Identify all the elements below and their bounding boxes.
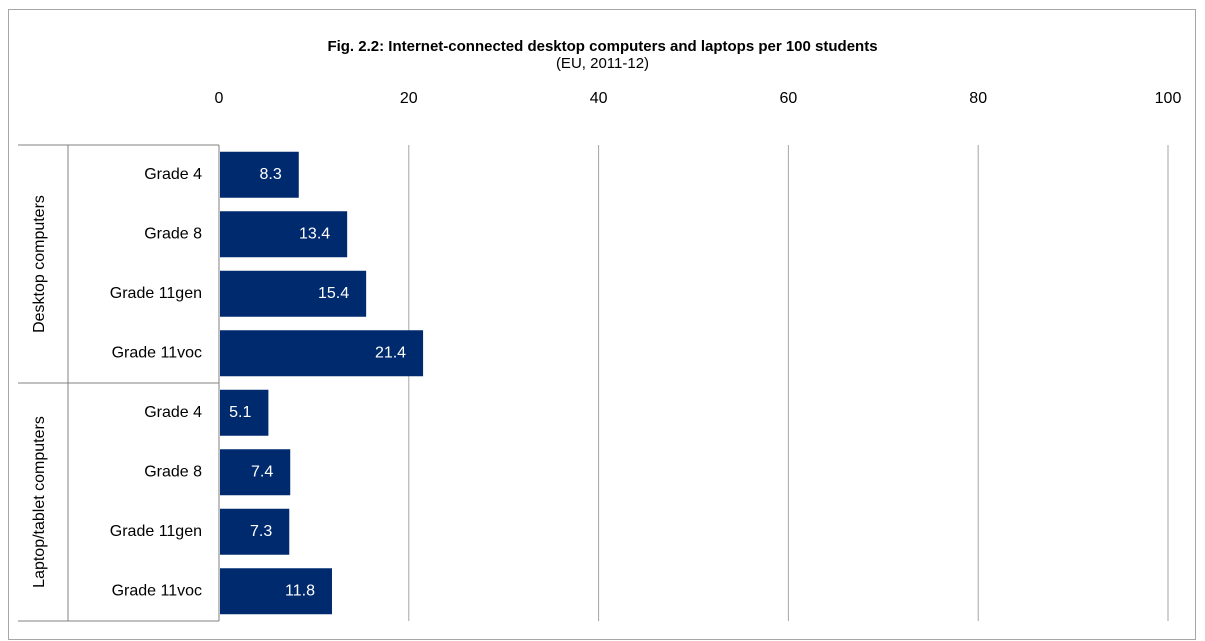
bar [220, 211, 348, 258]
bar [220, 449, 291, 496]
x-tick-label: 40 [590, 90, 608, 107]
chart-frame [8, 9, 1196, 640]
bar [220, 568, 332, 615]
category-label: Grade 11gen [110, 523, 202, 540]
bar [220, 389, 269, 436]
bar [220, 151, 299, 198]
chart-title: Fig. 2.2: Internet-connected desktop com… [327, 38, 878, 55]
bar [220, 508, 290, 555]
category-label: Grade 11voc [112, 344, 202, 361]
bar-data-label: 13.4 [299, 225, 330, 242]
category-label: Grade 11gen [110, 285, 202, 302]
bar-data-label: 11.8 [285, 582, 315, 599]
category-label: Grade 11voc [112, 582, 202, 599]
bar-data-label: 8.3 [260, 166, 282, 183]
x-tick-label: 20 [400, 90, 418, 107]
x-tick-label: 0 [215, 90, 224, 107]
bar [220, 270, 367, 317]
chart-title-block: Fig. 2.2: Internet-connected desktop com… [0, 38, 1205, 72]
bar-data-label: 7.3 [250, 523, 272, 540]
bar-data-label: 21.4 [375, 344, 406, 361]
group-label: Laptop/tablet computers [31, 416, 48, 588]
category-label: Grade 4 [144, 404, 202, 421]
x-tick-label: 60 [780, 90, 798, 107]
chart-subtitle: (EU, 2011-12) [555, 55, 650, 72]
bar-data-label: 5.1 [229, 404, 251, 421]
category-label: Grade 8 [144, 463, 202, 480]
bar-data-label: 7.4 [251, 463, 273, 480]
group-label: Desktop computers [31, 195, 48, 333]
bar-data-label: 15.4 [318, 285, 349, 302]
bar [220, 330, 424, 377]
x-tick-label: 100 [1155, 90, 1182, 107]
category-label: Grade 4 [144, 166, 202, 183]
category-label: Grade 8 [144, 225, 202, 242]
x-tick-label: 80 [969, 90, 987, 107]
